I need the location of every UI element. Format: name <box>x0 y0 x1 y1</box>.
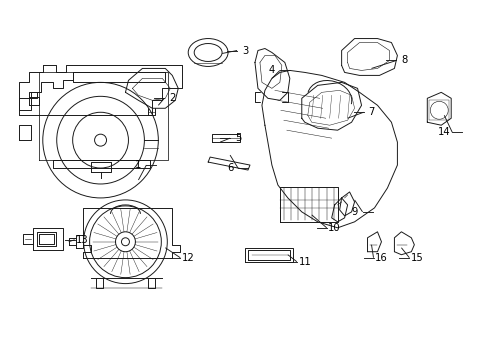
Text: 13: 13 <box>76 235 89 245</box>
Text: 15: 15 <box>411 253 424 263</box>
Text: 16: 16 <box>375 253 388 263</box>
Text: 3: 3 <box>242 45 248 55</box>
Text: 11: 11 <box>298 257 311 267</box>
Text: 2: 2 <box>169 93 175 103</box>
Text: 14: 14 <box>438 127 450 137</box>
Text: 9: 9 <box>351 207 358 217</box>
Text: 5: 5 <box>235 133 241 143</box>
Text: 12: 12 <box>182 253 195 263</box>
Text: 7: 7 <box>368 107 375 117</box>
Text: 4: 4 <box>269 66 275 76</box>
Text: 10: 10 <box>328 223 341 233</box>
Text: 8: 8 <box>401 55 408 66</box>
Text: 6: 6 <box>227 163 233 173</box>
Text: 1: 1 <box>135 160 142 170</box>
